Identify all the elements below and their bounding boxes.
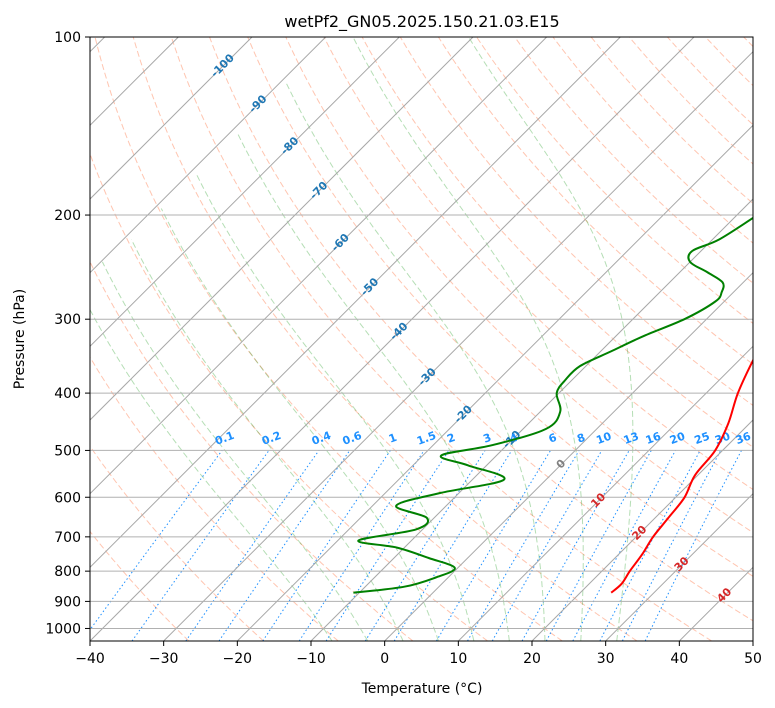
y-tick-label: 200 [54, 208, 81, 224]
isotherm-line [90, 37, 621, 569]
isotherm-line [236, 124, 753, 641]
x-axis: −40 −30 −20 −10 0 10 20 30 40 50 [75, 641, 762, 667]
y-tick-label: 800 [54, 564, 81, 580]
mixing-ratio-label: 6 [547, 431, 559, 446]
isotherm-line [531, 419, 753, 641]
isotherm-line [90, 37, 400, 348]
dry-adiabat-line [437, 37, 753, 365]
mixing-ratio-label: 0.1 [213, 429, 236, 448]
y-axis-label: Pressure (hPa) [12, 289, 28, 389]
dry-adiabat-line [247, 37, 753, 577]
moist-adiabat-line [352, 37, 584, 641]
temperature-series-line [610, 358, 753, 594]
isotherm-line [90, 37, 327, 274]
mixing-ratio-label: 20 [668, 429, 687, 447]
y-axis: 100 200 300 400 500 600 700 800 900 1000 [45, 30, 90, 637]
y-tick-label: 1000 [45, 621, 81, 637]
mixing-ratio-line [621, 450, 722, 641]
x-tick-label: 50 [744, 651, 762, 667]
y-tick-label: 700 [54, 530, 81, 546]
mixing-ratio-label: 13 [622, 430, 641, 447]
mixing-ratio-label: 8 [575, 431, 587, 446]
mixing-ratio-label: 3 [482, 431, 494, 446]
y-tick-label: 900 [54, 594, 81, 610]
isotherm-line [90, 37, 474, 421]
dry-adiabat-line [90, 356, 339, 641]
isotherm-line [90, 37, 548, 495]
moist-adiabat-line [130, 239, 404, 641]
dry-adiabat-line [514, 37, 753, 284]
profile-series [353, 216, 753, 594]
moist-adiabat-line [160, 208, 439, 641]
isotherm-line [384, 271, 753, 641]
mixing-ratio-label: 16 [644, 429, 663, 447]
dry-adiabat-line [94, 37, 563, 641]
isotherm-line [163, 50, 753, 641]
mixing-ratio-label: 1.5 [415, 429, 438, 448]
mixing-ratio-line [521, 450, 630, 641]
x-tick-label: 0 [380, 651, 389, 667]
mixing-ratio-line [325, 450, 450, 641]
mixing-ratio-line [644, 450, 742, 641]
mixing-ratio-label: 4 [508, 431, 520, 446]
mixing-ratio-line [393, 450, 513, 641]
dry-adiabat-line [132, 37, 638, 641]
mixing-ratio-label: 1 [387, 431, 399, 446]
isotherm-line [457, 345, 753, 641]
plot-frame [89, 36, 754, 642]
isotherm-line [90, 37, 695, 641]
x-axis-label: Temperature (°C) [361, 681, 483, 697]
background-lines [90, 37, 753, 641]
x-tick-label: 20 [523, 651, 541, 667]
x-tick-label: 30 [597, 651, 615, 667]
dry-adiabat-line [90, 445, 264, 641]
mixing-ratio-line [262, 450, 391, 641]
mixing-ratio-label: 25 [693, 430, 712, 447]
mixing-ratio-line [298, 450, 425, 641]
mixing-ratio-line [545, 450, 652, 641]
x-tick-label: 10 [449, 651, 467, 667]
dry-adiabat-line [90, 152, 488, 641]
y-tick-label: 500 [54, 443, 81, 459]
mixing-ratio-line [185, 450, 320, 641]
mixing-ratio-label: 2 [445, 431, 457, 446]
mixing-ratio-label: 10 [594, 429, 613, 447]
x-tick-label: −20 [223, 651, 253, 667]
isotherm-line [310, 198, 753, 641]
y-tick-label: 600 [54, 490, 81, 506]
mixing-ratio-line [572, 450, 676, 641]
x-tick-label: −10 [296, 651, 326, 667]
dry-adiabat-line [399, 37, 753, 407]
y-tick-label: 100 [54, 30, 81, 46]
x-tick-label: −40 [75, 651, 105, 667]
mixing-ratio-line [90, 450, 223, 631]
dry-adiabat-line [90, 530, 190, 641]
dewpoint-series-line [353, 216, 753, 594]
mixing-ratio-label: 36 [734, 429, 753, 447]
x-tick-label: 40 [670, 651, 688, 667]
dry-adiabat-line [209, 37, 753, 622]
moist-adiabat-line [90, 308, 333, 641]
y-tick-label: 400 [54, 386, 81, 402]
mixing-ratio-label: 0.6 [341, 429, 364, 448]
moist-adiabat-line [195, 173, 475, 641]
mixing-ratio-label: 0.4 [310, 429, 333, 448]
x-tick-label: −30 [149, 651, 179, 667]
isotherm-line [605, 492, 753, 641]
chart-title: wetPf2_GN05.2025.150.21.03.E15 [284, 12, 559, 32]
mixing-ratio-line [218, 450, 351, 641]
isotherm-line [90, 37, 253, 200]
moist-adiabat-line [286, 83, 546, 641]
y-tick-label: 300 [54, 312, 81, 328]
mixing-ratio-label: 0.2 [260, 429, 283, 448]
